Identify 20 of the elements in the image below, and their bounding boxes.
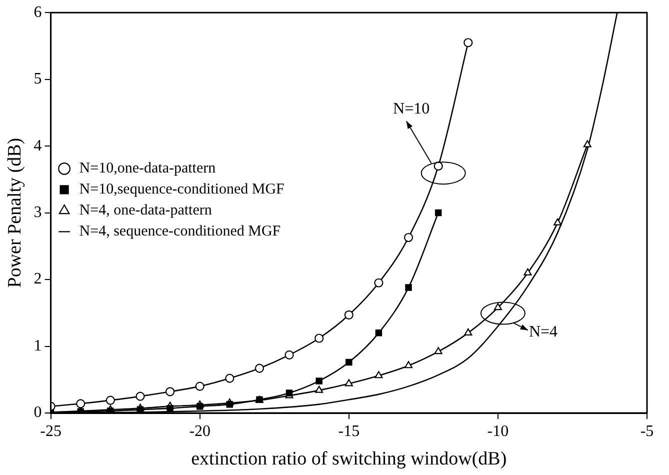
x-tick-label: -10 [487,422,509,440]
y-tick-label: 2 [34,270,42,288]
x-tick-label: -15 [338,422,360,440]
y-tick-label: 4 [34,137,42,154]
legend-label: N=10,one-data-pattern [79,160,216,177]
legend-label: N=4, one-data-pattern [79,202,212,219]
y-axis-title: Power Penalty (dB) [4,138,26,288]
x-tick-label: -20 [189,422,211,440]
y-tick-label: 0 [34,404,42,422]
y-tick-label: 5 [34,70,42,88]
annotation: N=4 [528,323,558,340]
x-tick-label: -5 [640,422,654,440]
x-tick-label: -25 [40,422,62,440]
legend-label: N=4, sequence-conditioned MGF [79,224,281,240]
y-tick-label: 6 [34,4,42,21]
y-tick-label: 1 [34,337,42,354]
y-tick-label: 3 [34,204,42,222]
annotation: N=10 [393,100,430,118]
legend-label: N=10,sequence-conditioned MGF [79,182,284,198]
x-axis-title: extinction ratio of switching window(dB) [191,448,507,470]
